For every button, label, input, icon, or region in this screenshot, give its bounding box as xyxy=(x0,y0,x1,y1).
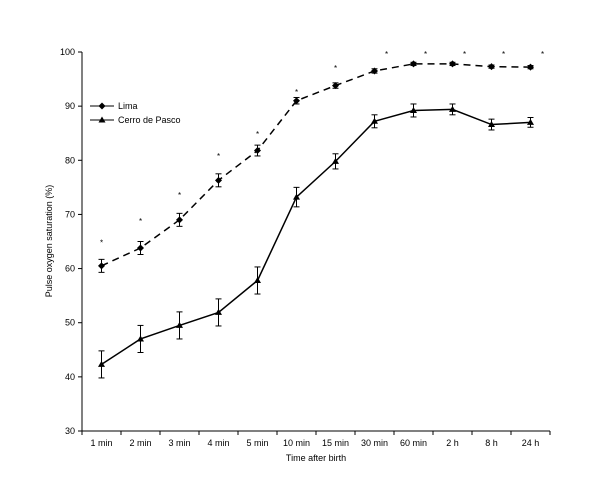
significance-marker: * xyxy=(100,239,103,248)
significance-marker: * xyxy=(502,50,505,59)
plot-area: 30 40 50 60 70 80 90 100 1 min 2 min 3 min 4 min 5 … xyxy=(60,47,551,448)
data-point xyxy=(488,121,495,128)
series-line-cerro-de-pasco xyxy=(101,108,531,366)
y-tick-label: 50 xyxy=(65,318,75,328)
y-axis-label: Pulse oxygen saturation (%) xyxy=(44,185,54,298)
significance-marker: * xyxy=(295,88,298,97)
y-tick-label: 40 xyxy=(65,372,75,382)
data-point xyxy=(137,244,144,252)
data-point xyxy=(488,63,495,71)
data-point xyxy=(371,117,378,124)
legend-marker-cerro-de-pasco xyxy=(98,116,106,123)
data-point xyxy=(527,63,534,71)
data-point xyxy=(449,105,456,112)
y-axis-ticks: 30 40 50 60 70 80 90 100 xyxy=(60,47,82,436)
x-tick-label: 24 h xyxy=(522,438,540,448)
significance-marker: * xyxy=(424,50,427,59)
y-tick-label: 30 xyxy=(65,426,75,436)
data-point xyxy=(293,193,300,200)
series-lima xyxy=(98,60,534,273)
series-layer xyxy=(98,60,534,379)
significance-marker: * xyxy=(139,217,142,226)
data-point xyxy=(176,321,183,328)
data-point xyxy=(137,335,144,342)
x-tick-label: 8 h xyxy=(485,438,498,448)
x-tick-label: 2 min xyxy=(129,438,151,448)
data-point xyxy=(98,262,105,270)
data-point xyxy=(371,67,378,75)
x-tick-label: 2 h xyxy=(446,438,459,448)
legend: Lima Cerro de Pasco xyxy=(86,98,194,130)
legend-item-lima: Lima xyxy=(90,101,138,111)
annotation-layer: * * * * * * * * * * * * xyxy=(100,50,544,247)
data-point xyxy=(254,276,261,283)
data-point xyxy=(410,60,417,68)
data-point xyxy=(527,118,534,125)
y-tick-label: 60 xyxy=(65,264,75,274)
x-tick-label: 10 min xyxy=(283,438,310,448)
data-point xyxy=(215,308,222,315)
y-tick-label: 70 xyxy=(65,209,75,219)
y-tick-label: 80 xyxy=(65,155,75,165)
x-tick-label: 3 min xyxy=(168,438,190,448)
x-tick-label: 30 min xyxy=(361,438,388,448)
data-point xyxy=(332,157,339,164)
significance-marker: * xyxy=(256,130,259,139)
significance-marker: * xyxy=(463,50,466,59)
x-tick-label: 5 min xyxy=(246,438,268,448)
data-point xyxy=(449,60,456,68)
series-cerro-de-pasco xyxy=(98,103,534,379)
data-point xyxy=(98,360,105,367)
legend-label-cerro-de-pasco: Cerro de Pasco xyxy=(118,115,181,125)
x-tick-label: 60 min xyxy=(400,438,427,448)
data-point xyxy=(215,176,222,184)
series-line-lima xyxy=(101,63,531,267)
x-tick-label: 1 min xyxy=(90,438,112,448)
y-tick-label: 90 xyxy=(65,101,75,111)
significance-marker: * xyxy=(385,50,388,59)
x-tick-label: 4 min xyxy=(207,438,229,448)
data-point xyxy=(176,216,183,224)
legend-label-lima: Lima xyxy=(118,101,138,111)
data-point xyxy=(254,147,261,155)
significance-marker: * xyxy=(541,50,544,59)
data-point xyxy=(410,106,417,113)
legend-box xyxy=(86,98,194,130)
significance-marker: * xyxy=(178,191,181,200)
data-point xyxy=(332,82,339,90)
significance-marker: * xyxy=(217,152,220,161)
y-tick-label: 100 xyxy=(60,47,75,57)
legend-item-cerro-de-pasco: Cerro de Pasco xyxy=(90,115,181,125)
x-axis-ticks: 1 min 2 min 3 min 4 min 5 min 10 min 15 min 30 … xyxy=(81,431,551,448)
data-point xyxy=(293,97,300,105)
significance-marker: * xyxy=(334,64,337,73)
x-axis-label: Time after birth xyxy=(286,453,346,463)
legend-marker-lima xyxy=(98,102,106,110)
x-tick-label: 15 min xyxy=(322,438,349,448)
